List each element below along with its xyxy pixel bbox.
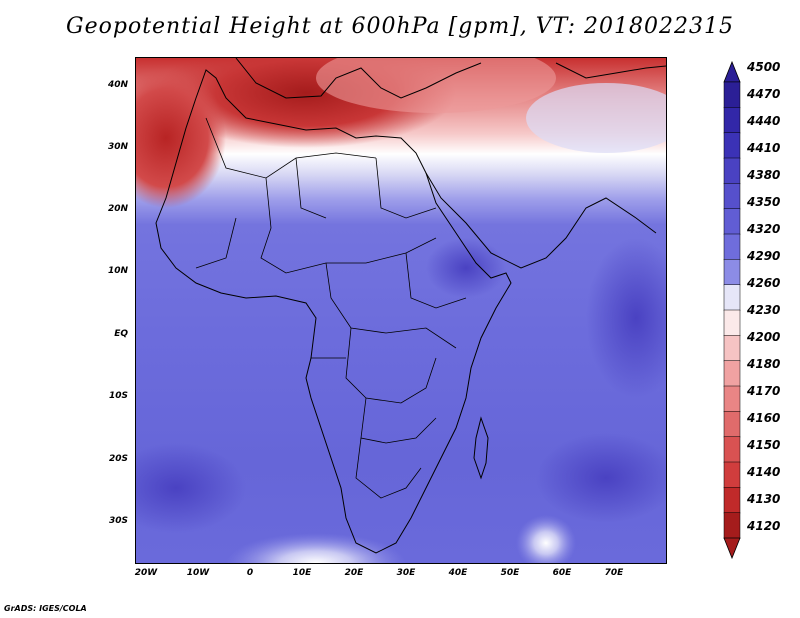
colorbar-label: 4140	[747, 465, 781, 479]
colorbar-segment	[723, 335, 741, 362]
colorbar	[723, 60, 741, 560]
lat-label: 30N	[107, 142, 128, 152]
field-warm-core-west	[136, 68, 226, 208]
colorbar-label: 4130	[747, 492, 781, 506]
colorbar-label: 4470	[747, 87, 781, 101]
lon-label: 0	[246, 568, 254, 578]
colorbar-segment	[723, 385, 741, 413]
colorbar-label: 4410	[747, 141, 781, 155]
field-deep-ethiopia	[426, 238, 506, 298]
lon-label: 10W	[186, 568, 210, 578]
lon-label: 20W	[134, 568, 158, 578]
colorbar-label: 4260	[747, 276, 781, 290]
colorbar-label: 4160	[747, 411, 781, 425]
colorbar-segment	[723, 157, 741, 185]
lat-label: 10N	[107, 266, 128, 276]
lat-label: 10S	[108, 391, 128, 401]
colorbar-label: 4150	[747, 438, 781, 452]
colorbar-label: 4170	[747, 384, 781, 398]
footer-credit: GrADS: IGES/COLA	[4, 604, 87, 613]
lat-label: 20S	[108, 454, 128, 464]
lon-label: 60E	[552, 568, 572, 578]
lon-label: 70E	[604, 568, 624, 578]
colorbar-segment	[723, 208, 741, 235]
lon-label: 40E	[448, 568, 468, 578]
colorbar-arrow-top	[723, 60, 741, 83]
colorbar-arrow-bottom	[723, 537, 741, 560]
field-deep-southwest	[136, 443, 246, 533]
lat-label: 40N	[107, 80, 128, 90]
colorbar-segment	[723, 309, 741, 337]
country-borders	[195, 117, 467, 499]
colorbar-label: 4120	[747, 519, 781, 533]
colorbar-segment	[723, 461, 741, 489]
colorbar-label: 4380	[747, 168, 781, 182]
colorbar-label: 4320	[747, 222, 781, 236]
colorbar-segment	[723, 259, 741, 286]
colorbar-segment	[723, 107, 741, 134]
colorbar-segment	[723, 81, 741, 109]
colorbar-segment	[723, 284, 741, 311]
colorbar-label: 4200	[747, 330, 781, 344]
field-warm-east	[316, 58, 556, 113]
colorbar-segment	[723, 360, 741, 387]
colorbar-label: 4440	[747, 114, 781, 128]
geopotential-map	[135, 57, 667, 564]
colorbar-segment	[723, 411, 741, 438]
field-deep-southeast	[536, 433, 666, 523]
colorbar-segment	[723, 487, 741, 514]
colorbar-segment	[723, 132, 741, 159]
field-cool-east	[526, 83, 666, 153]
colorbar-label: 4500	[747, 60, 781, 74]
map-title: Geopotential Height at 600hPa [gpm], VT:…	[66, 14, 734, 39]
colorbar-segment	[723, 512, 741, 539]
lon-label: 10E	[292, 568, 312, 578]
lat-label: EQ	[114, 329, 128, 339]
colorbar-label: 4350	[747, 195, 781, 209]
lon-label: 50E	[500, 568, 520, 578]
lon-label: 20E	[344, 568, 364, 578]
colorbar-segment	[723, 436, 741, 463]
field-pale-madagascar-east	[516, 515, 576, 563]
colorbar-label: 4230	[747, 303, 781, 317]
field-deep-indian-ocean	[586, 238, 666, 398]
colorbar-segment	[723, 183, 741, 210]
lat-label: 30S	[108, 516, 128, 526]
lon-label: 30E	[396, 568, 416, 578]
field-pale-south	[226, 533, 406, 563]
lat-label: 20N	[107, 204, 128, 214]
colorbar-segment	[723, 233, 741, 261]
coastlines	[155, 58, 666, 554]
map-canvas	[136, 58, 666, 563]
madagascar-outline	[473, 416, 489, 480]
colorbar-label: 4180	[747, 357, 781, 371]
colorbar-label: 4290	[747, 249, 781, 263]
